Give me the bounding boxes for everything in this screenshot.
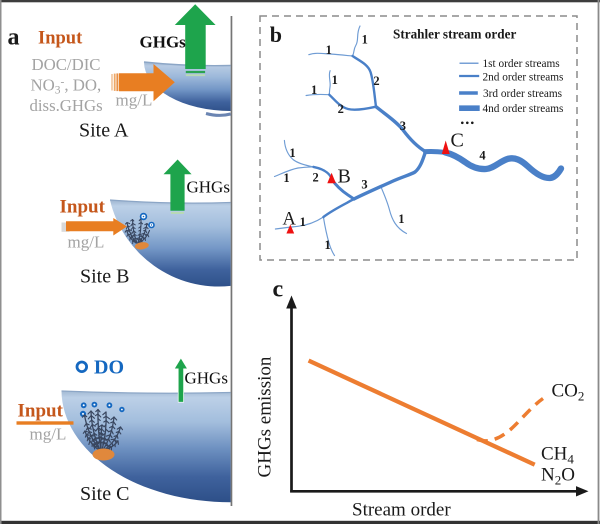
svg-text:B: B	[338, 166, 351, 188]
svg-text:1: 1	[326, 43, 332, 57]
svg-text:3rd order streams: 3rd order streams	[483, 88, 562, 100]
svg-text:4nd order streams: 4nd order streams	[483, 103, 564, 115]
svg-text:N2O: N2O	[541, 465, 575, 488]
svg-text:1: 1	[311, 83, 317, 97]
svg-text:1: 1	[300, 215, 306, 229]
svg-text:Input: Input	[18, 401, 64, 422]
svg-text:1: 1	[398, 212, 404, 226]
svg-text:C: C	[451, 130, 464, 152]
svg-text:Stream order: Stream order	[352, 500, 451, 521]
svg-text:2: 2	[312, 171, 318, 185]
svg-text:Input: Input	[60, 197, 106, 218]
svg-text:GHGs: GHGs	[185, 369, 228, 388]
svg-text:1: 1	[332, 73, 338, 87]
svg-text:GHGs: GHGs	[140, 33, 187, 52]
svg-text:Site B: Site B	[80, 266, 129, 288]
svg-text:DOC/DIC: DOC/DIC	[32, 55, 101, 74]
svg-text:CH4: CH4	[541, 444, 574, 467]
svg-text:CO2: CO2	[552, 381, 585, 404]
svg-text:Site C: Site C	[80, 483, 129, 505]
svg-text:GHGs emission: GHGs emission	[255, 356, 276, 477]
svg-text:4: 4	[479, 149, 486, 163]
svg-text:3: 3	[361, 178, 367, 192]
svg-text:Input: Input	[38, 29, 83, 49]
svg-text:1: 1	[324, 238, 330, 252]
svg-text:NO3-, DO,: NO3-, DO,	[31, 75, 102, 96]
svg-text:1: 1	[362, 33, 368, 47]
svg-text:a: a	[8, 24, 20, 50]
svg-text:mg/L: mg/L	[30, 425, 67, 444]
svg-text:mg/L: mg/L	[68, 233, 105, 252]
svg-text:1st order streams: 1st order streams	[483, 58, 560, 70]
svg-text:2: 2	[373, 74, 379, 88]
svg-text:1: 1	[283, 171, 289, 185]
svg-text:b: b	[270, 22, 282, 47]
svg-text:2nd order streams: 2nd order streams	[483, 72, 564, 84]
svg-text:Site A: Site A	[79, 120, 129, 142]
svg-text:1: 1	[289, 146, 295, 160]
svg-text:diss.GHGs: diss.GHGs	[30, 96, 103, 115]
svg-text:GHGs: GHGs	[187, 178, 230, 197]
svg-text:c: c	[273, 277, 284, 303]
svg-text:3: 3	[400, 119, 406, 133]
svg-text:2: 2	[338, 102, 344, 116]
svg-text:Strahler stream order: Strahler stream order	[393, 27, 516, 42]
svg-text:A: A	[283, 210, 297, 230]
svg-text:mg/L: mg/L	[116, 91, 153, 110]
svg-text:DO: DO	[94, 357, 124, 379]
